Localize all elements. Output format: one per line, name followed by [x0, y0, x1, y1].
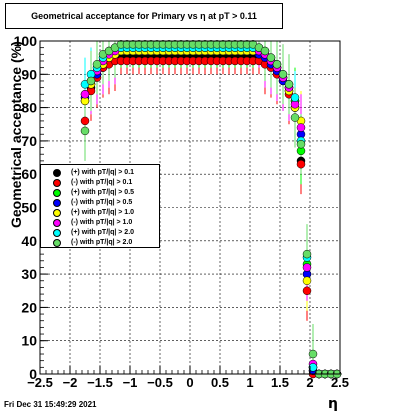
legend-marker-icon	[53, 189, 61, 197]
legend-marker-icon	[53, 179, 61, 187]
chart-title-text: Geometrical acceptance for Primary vs η …	[31, 11, 257, 21]
data-point	[86, 76, 96, 86]
chart-title: Geometrical acceptance for Primary vs η …	[5, 3, 283, 29]
x-tick-label: 1	[246, 375, 253, 390]
legend-marker-icon	[53, 219, 61, 227]
legend-entry: (-) with pT/|q| > 1.0	[41, 218, 161, 228]
x-tick-label: −2.5	[27, 375, 53, 390]
legend-marker-icon	[53, 169, 61, 177]
y-tick-label: 20	[21, 299, 37, 315]
data-point	[296, 123, 306, 132]
data-point	[290, 93, 300, 102]
data-point	[260, 46, 270, 56]
y-tick-label: 0	[29, 366, 37, 382]
legend-label: (+) with pT/|q| > 1.0	[71, 209, 135, 216]
legend-marker-icon	[53, 239, 61, 247]
x-tick-label: −2	[63, 375, 78, 390]
data-point	[284, 80, 294, 89]
data-point	[80, 116, 90, 126]
legend-label: (-) with pT/|q| > 0.5	[71, 199, 133, 206]
x-tick-label: −1	[123, 375, 138, 390]
legend-entry: (+) with pT/|q| > 2.0	[41, 228, 161, 238]
y-tick-label: 60	[21, 166, 37, 182]
data-point	[80, 90, 90, 99]
x-tick-label: 2.5	[331, 375, 349, 390]
y-tick-label: 50	[21, 200, 37, 216]
data-point	[308, 349, 318, 359]
x-tick-label: −1.5	[87, 375, 113, 390]
y-tick-label: 100	[14, 33, 38, 49]
x-axis-label: η	[328, 396, 338, 412]
data-point	[296, 159, 306, 169]
legend-label: (-) with pT/|q| > 0.1	[71, 179, 133, 186]
data-point	[272, 60, 282, 69]
data-point	[296, 139, 306, 149]
x-tick-label: 0	[186, 375, 193, 390]
legend-label: (+) with pT/|q| > 0.5	[71, 189, 135, 196]
data-point	[302, 276, 312, 286]
legend: (+) with pT/|q| > 0.1 (-) with pT/|q| > 0…	[40, 164, 160, 248]
y-tick-label: 10	[21, 333, 37, 349]
data-point	[302, 249, 312, 259]
x-tick-label: −0.5	[147, 375, 173, 390]
y-axis-label: Geometrical acceptance (%)	[8, 41, 24, 228]
x-tick-label: 1.5	[271, 375, 289, 390]
legend-label: (-) with pT/|q| > 2.0	[71, 239, 133, 246]
data-point	[302, 263, 312, 272]
tick-labels: −2.5 −2 −1.5 −1 −0.5 0 0.5 1 1.5 2 2.5 0 10 20 30 40 50 6…	[14, 33, 349, 390]
legend-label: (+) with pT/|q| > 2.0	[71, 229, 135, 236]
legend-label: (-) with pT/|q| > 1.0	[71, 219, 133, 226]
legend-marker-icon	[53, 209, 61, 217]
y-tick-label: 70	[21, 133, 37, 149]
legend-marker-icon	[53, 229, 61, 237]
x-tick-label: 2	[306, 375, 313, 390]
data-point	[278, 70, 288, 79]
y-tick-label: 80	[21, 100, 37, 116]
data-point	[92, 60, 102, 69]
legend-entry: (-) with pT/|q| > 0.1	[41, 178, 161, 188]
timestamp-footer: Fri Dec 31 15:49:29 2021	[4, 400, 97, 409]
x-tick-label: 0.5	[211, 375, 229, 390]
y-tick-label: 90	[21, 66, 37, 82]
legend-label: (+) with pT/|q| > 0.1	[71, 169, 135, 176]
data-point	[308, 363, 318, 372]
legend-entry: (-) with pT/|q| > 2.0	[41, 238, 161, 248]
legend-entry: (+) with pT/|q| > 0.5	[41, 188, 161, 198]
legend-entry: (+) with pT/|q| > 0.1	[41, 168, 161, 178]
legend-entry: (-) with pT/|q| > 0.5	[41, 198, 161, 208]
y-tick-label: 40	[21, 233, 37, 249]
data-point	[80, 126, 90, 136]
data-point	[302, 286, 312, 295]
data-point	[266, 53, 276, 62]
legend-entry: (+) with pT/|q| > 1.0	[41, 208, 161, 218]
legend-marker-icon	[53, 199, 61, 207]
data-point	[290, 113, 300, 122]
y-tick-label: 30	[21, 266, 37, 282]
